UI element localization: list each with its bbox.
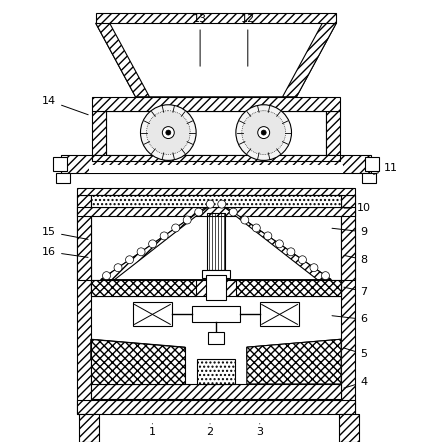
Bar <box>260 303 299 326</box>
Bar <box>91 195 341 207</box>
Text: 8: 8 <box>344 255 368 265</box>
Circle shape <box>261 130 266 135</box>
Circle shape <box>126 256 133 264</box>
Bar <box>91 280 196 295</box>
Circle shape <box>56 160 64 169</box>
Circle shape <box>218 200 226 208</box>
Circle shape <box>252 224 260 232</box>
Circle shape <box>102 272 111 280</box>
Polygon shape <box>339 414 359 442</box>
Bar <box>197 359 235 384</box>
Polygon shape <box>77 195 91 414</box>
Bar <box>206 275 226 300</box>
Bar <box>89 165 343 173</box>
Circle shape <box>137 248 145 256</box>
Text: 2: 2 <box>206 424 213 437</box>
Text: 6: 6 <box>332 315 368 324</box>
Bar <box>56 173 70 183</box>
Bar <box>77 207 355 216</box>
Circle shape <box>236 105 292 160</box>
Text: 14: 14 <box>42 96 88 115</box>
Bar <box>91 280 341 295</box>
Polygon shape <box>341 195 355 414</box>
Polygon shape <box>247 339 341 384</box>
Circle shape <box>206 200 214 208</box>
Polygon shape <box>79 414 99 442</box>
Circle shape <box>140 105 196 160</box>
Bar <box>92 97 340 111</box>
Bar <box>208 332 224 344</box>
Polygon shape <box>96 23 336 97</box>
Circle shape <box>183 216 191 224</box>
Circle shape <box>146 111 190 155</box>
Circle shape <box>114 264 122 272</box>
Bar <box>96 13 336 23</box>
Polygon shape <box>101 200 331 280</box>
Text: 9: 9 <box>332 227 368 237</box>
Circle shape <box>264 232 272 240</box>
Text: 13: 13 <box>193 14 207 66</box>
Bar <box>106 111 326 155</box>
Circle shape <box>166 130 171 135</box>
Circle shape <box>149 240 156 248</box>
Bar <box>365 157 379 171</box>
Polygon shape <box>216 200 331 280</box>
Circle shape <box>276 240 283 248</box>
Text: 15: 15 <box>42 227 88 239</box>
Text: 16: 16 <box>42 247 88 257</box>
Circle shape <box>310 264 318 272</box>
Text: 11: 11 <box>374 163 398 175</box>
Bar <box>92 155 340 161</box>
Circle shape <box>160 232 168 240</box>
Circle shape <box>162 127 174 139</box>
Circle shape <box>299 256 306 264</box>
Polygon shape <box>91 339 185 384</box>
Circle shape <box>241 216 249 224</box>
Bar <box>91 384 341 399</box>
Bar <box>53 157 67 171</box>
Polygon shape <box>326 111 340 155</box>
Polygon shape <box>101 200 216 280</box>
Polygon shape <box>77 195 91 280</box>
Circle shape <box>172 224 180 232</box>
Text: 7: 7 <box>344 287 368 296</box>
Text: 12: 12 <box>241 14 255 66</box>
Circle shape <box>368 160 376 169</box>
Text: 10: 10 <box>344 203 371 213</box>
Polygon shape <box>91 339 185 359</box>
Bar <box>362 173 376 183</box>
Circle shape <box>229 208 237 216</box>
Text: 5: 5 <box>344 348 368 359</box>
Text: 1: 1 <box>149 424 156 437</box>
Bar <box>192 307 240 323</box>
Polygon shape <box>283 23 336 97</box>
Text: 3: 3 <box>256 424 263 437</box>
Circle shape <box>195 208 203 216</box>
Circle shape <box>242 111 286 155</box>
Polygon shape <box>92 111 106 155</box>
Bar <box>207 213 225 270</box>
Circle shape <box>258 127 270 139</box>
Circle shape <box>287 248 295 256</box>
Bar <box>77 188 355 195</box>
Polygon shape <box>96 23 149 97</box>
Bar <box>236 280 341 295</box>
Circle shape <box>321 272 330 280</box>
Bar <box>202 270 230 278</box>
Bar <box>61 155 371 173</box>
Bar <box>133 303 172 326</box>
Polygon shape <box>77 400 355 414</box>
Polygon shape <box>247 339 341 359</box>
Polygon shape <box>341 195 355 280</box>
Text: 4: 4 <box>344 377 368 388</box>
